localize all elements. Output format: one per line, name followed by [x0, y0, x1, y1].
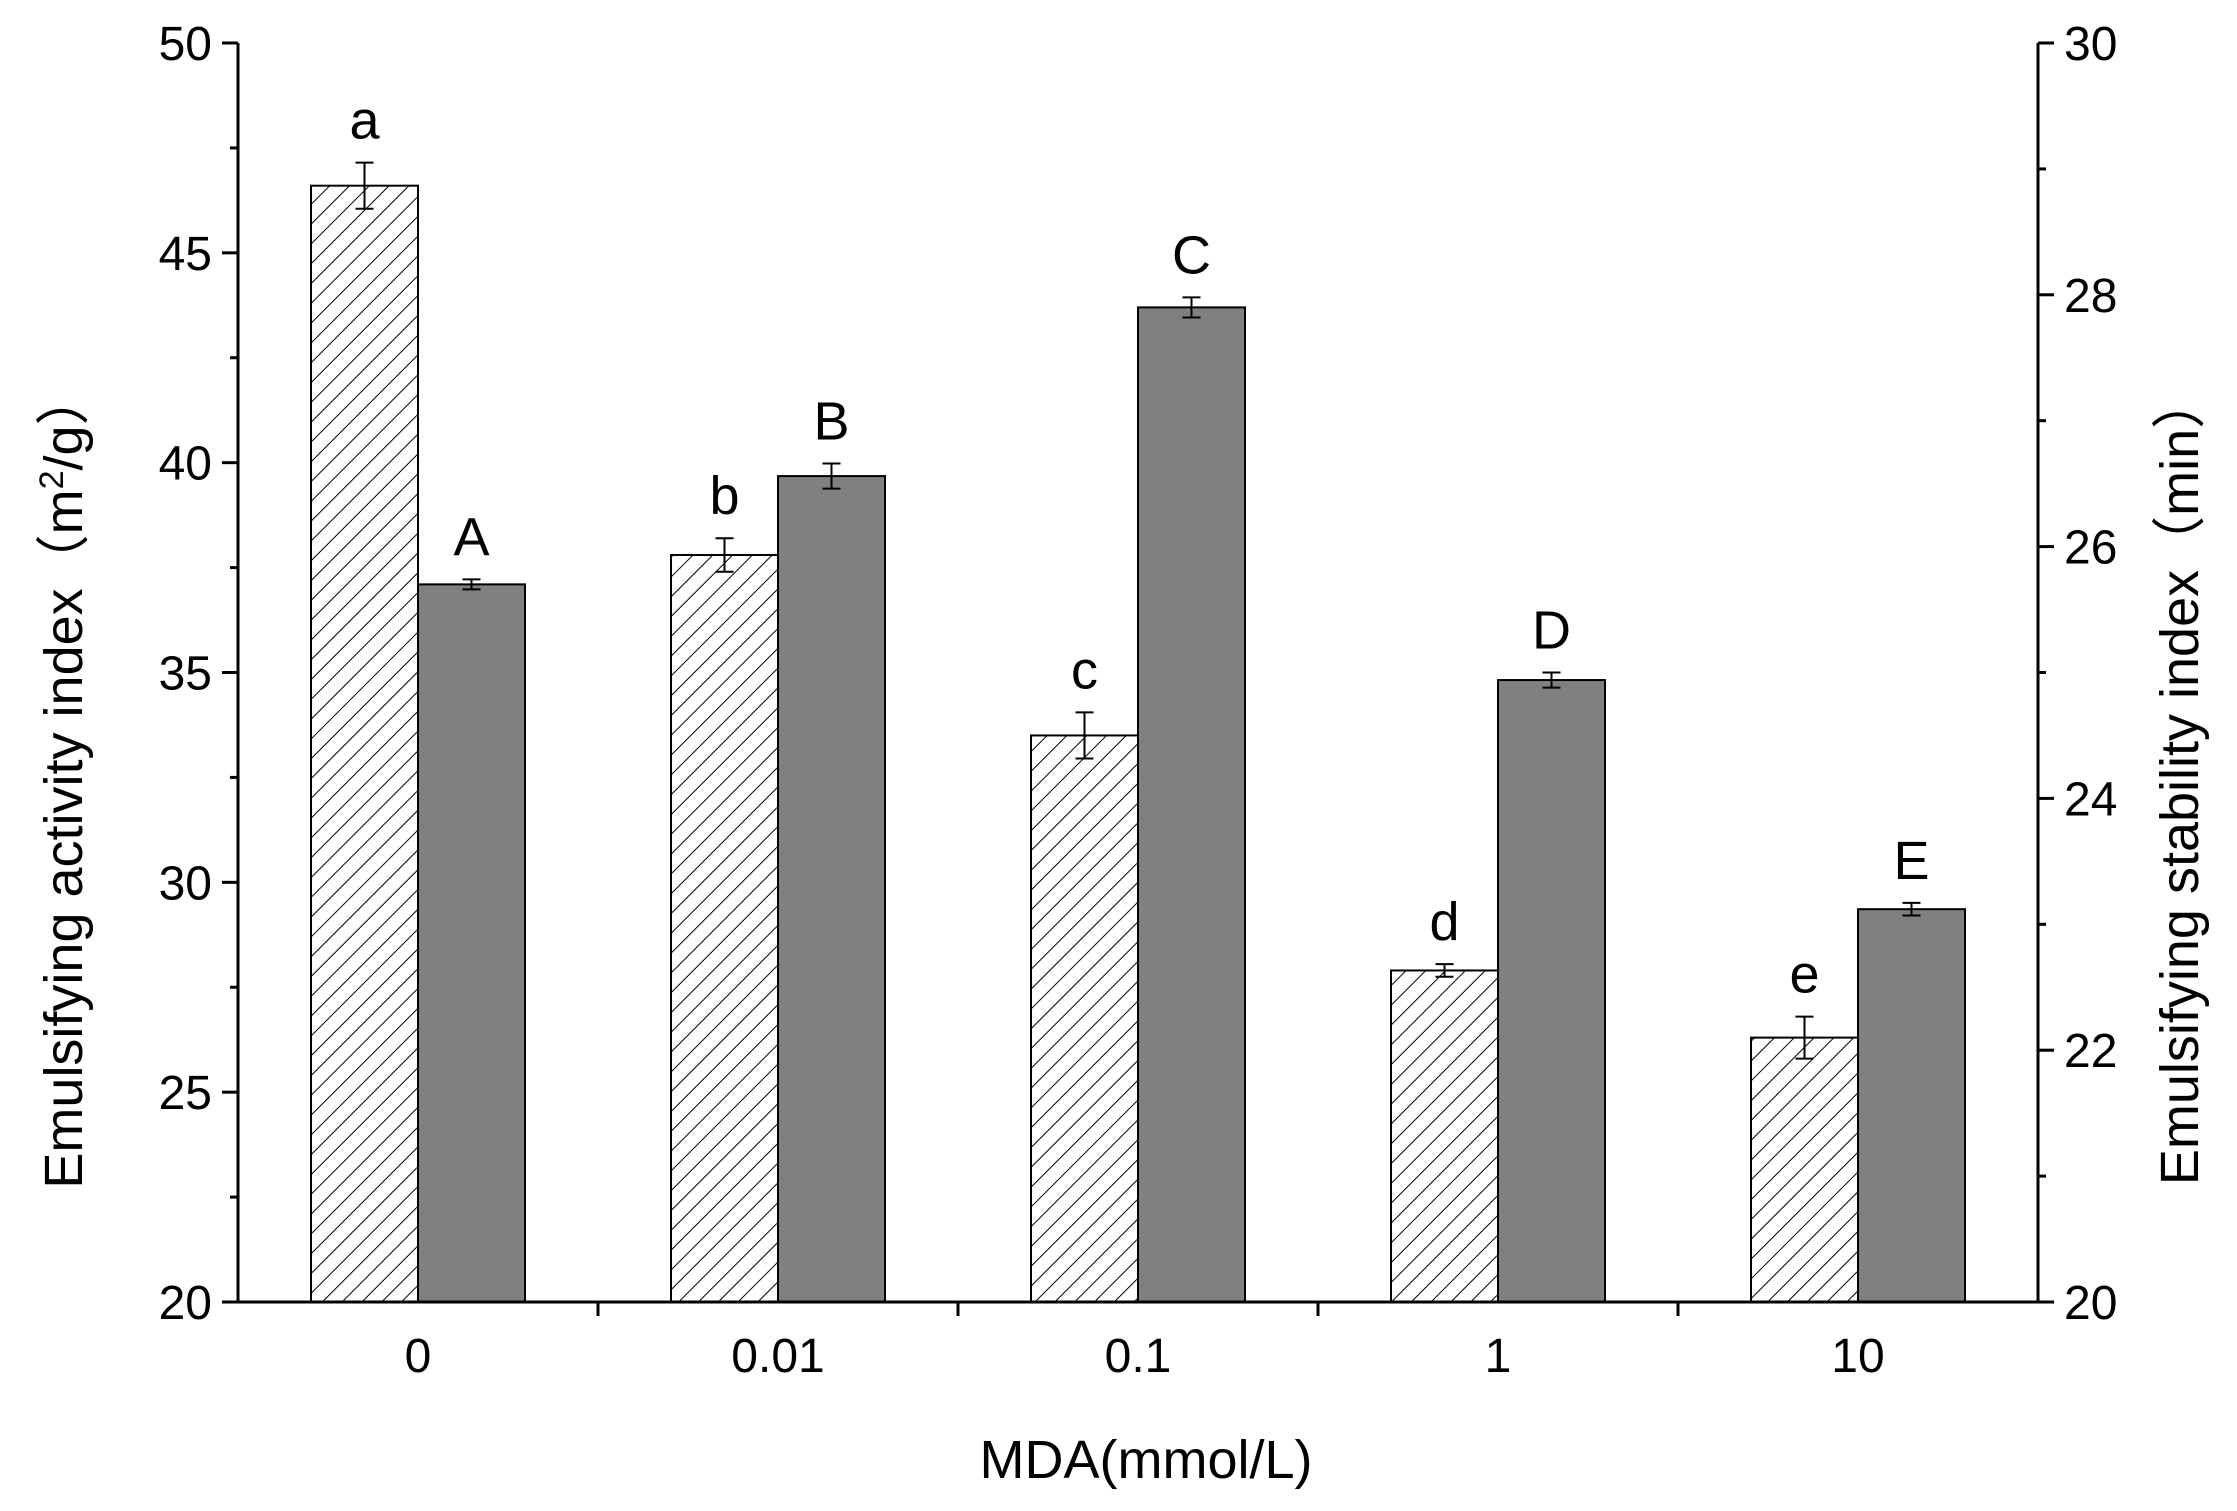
- eai-letter-0: a: [349, 91, 380, 151]
- y-left-tick-label-6: 50: [159, 18, 212, 71]
- esi-bar-1: [777, 475, 886, 1303]
- y-left-title-main: Emulsifying activity index（m: [34, 489, 94, 1188]
- y-right-tick-label-0: 20: [2064, 1277, 2117, 1330]
- x-tick-label-2: 0.1: [1105, 1330, 1172, 1383]
- esi-bar-4: [1857, 908, 1966, 1304]
- esi-letter-0: A: [453, 507, 489, 567]
- esi-letter-2: C: [1172, 225, 1211, 285]
- x-tick-label-4: 10: [1831, 1330, 1884, 1383]
- x-tick-label-3: 1: [1485, 1330, 1512, 1383]
- x-tick-label-0: 0: [405, 1330, 432, 1383]
- eai-bar-2: [1030, 734, 1139, 1303]
- eai-bar-4: [1750, 1036, 1859, 1303]
- esi-bar-2: [1137, 306, 1246, 1303]
- bars-layer: a Ab Bc Cd De E: [310, 91, 1966, 1304]
- esi-letter-3: D: [1532, 601, 1571, 661]
- y-left-title-end: /g）: [34, 371, 94, 470]
- x-tick-label-1: 0.01: [731, 1330, 824, 1383]
- eai-bar-0: [310, 184, 419, 1304]
- eai-letter-3: d: [1429, 892, 1459, 952]
- y-left-tick-label-1: 25: [159, 1067, 212, 1120]
- y-right-tick-label-5: 30: [2064, 18, 2117, 71]
- eai-letter-4: e: [1789, 945, 1819, 1005]
- y-right-tick-label-3: 26: [2064, 522, 2117, 575]
- y-left-axis-title: Emulsifying activity index（m2/g）: [33, 371, 94, 1188]
- axes-layer: 0 0.01 0.1 1 10 20 25 30 35 40 45 50 20 22 24 26 28 30: [159, 18, 2118, 1383]
- y-right-tick-label-4: 28: [2064, 270, 2117, 323]
- eai-bar-1: [670, 553, 779, 1303]
- y-left-tick-label-5: 45: [159, 228, 212, 281]
- esi-bar-0: [417, 583, 526, 1303]
- y-left-tick-label-4: 40: [159, 438, 212, 491]
- y-left-title-superscript: 2: [33, 470, 71, 489]
- eai-letter-1: b: [709, 466, 739, 526]
- y-left-tick-label-2: 30: [159, 857, 212, 910]
- x-axis-title: MDA(mmol/L): [980, 1430, 1313, 1490]
- y-right-axis-title: Emulsifying stability index（min）: [2150, 375, 2210, 1185]
- esi-bar-3: [1497, 679, 1606, 1303]
- esi-letter-1: B: [813, 392, 849, 452]
- y-right-tick-label-2: 24: [2064, 773, 2117, 826]
- y-left-tick-label-3: 35: [159, 648, 212, 701]
- eai-bar-3: [1390, 969, 1499, 1303]
- esi-letter-4: E: [1893, 831, 1929, 891]
- y-left-tick-label-0: 20: [159, 1277, 212, 1330]
- y-right-tick-label-1: 22: [2064, 1025, 2117, 1078]
- eai-letter-2: c: [1071, 640, 1098, 700]
